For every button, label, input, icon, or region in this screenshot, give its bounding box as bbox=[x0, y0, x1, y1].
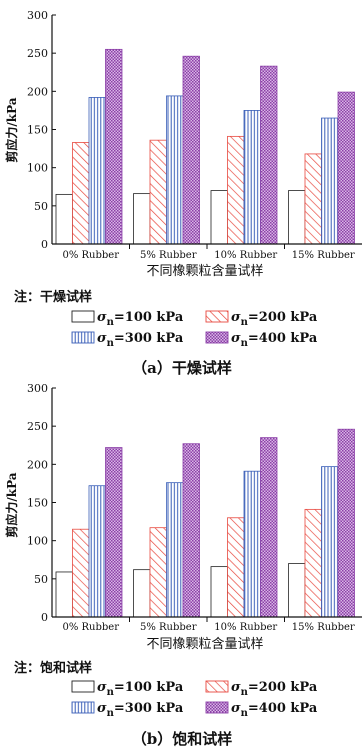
y-axis-label-saturated: 剪应力/kPa bbox=[4, 472, 19, 537]
bar-saturated-s4-c3 bbox=[260, 437, 278, 618]
bar-saturated-s2-c3 bbox=[227, 517, 245, 618]
x-tick-label: 15% Rubber bbox=[292, 250, 355, 261]
bar-dry-s2-c2 bbox=[149, 139, 167, 245]
bar-saturated-s3-c1 bbox=[88, 485, 106, 618]
x-categories-dry: 0% Rubber 5% Rubber 10% Rubber 15% Rubber bbox=[62, 244, 355, 261]
y-tick-label: 50 bbox=[34, 573, 48, 586]
legend-saturated: σn=100 kPa σn=200 kPa σn=300 kPa σn=400 kPa bbox=[71, 680, 318, 719]
legend-swatch-saturated-3 bbox=[71, 701, 95, 714]
bar-dry-s2-c1 bbox=[72, 142, 90, 245]
bar-saturated-s2-c4 bbox=[304, 508, 322, 618]
legend-swatch-dry-4 bbox=[205, 331, 229, 344]
x-tick-label: 10% Rubber bbox=[214, 250, 277, 261]
y-tick-label: 0 bbox=[41, 238, 48, 251]
legend-label-dry-1: σn=100 kPa bbox=[97, 310, 184, 328]
bar-dry-s4-c2 bbox=[182, 55, 200, 245]
legend-label-saturated-3: σn=300 kPa bbox=[97, 701, 184, 719]
legend-swatch-dry-2 bbox=[205, 310, 229, 323]
bar-dry-s4-c3 bbox=[260, 65, 278, 245]
y-tick-label: 200 bbox=[27, 458, 48, 471]
bars-dry bbox=[55, 48, 355, 245]
y-tick-label: 100 bbox=[27, 535, 48, 548]
caption-saturated: （b）饱和试样 bbox=[132, 730, 233, 748]
bar-saturated-s2-c1 bbox=[72, 528, 90, 618]
bar-dry-s1-c4 bbox=[288, 190, 306, 245]
y-tick-label: 250 bbox=[27, 47, 48, 60]
y-tick-label: 150 bbox=[27, 124, 48, 137]
chart-panel-dry: 0 50 100 150 200 250 300 0% Rubber 5% Rubber 10%… bbox=[4, 9, 362, 377]
x-tick-label: 0% Rubber bbox=[62, 250, 119, 261]
y-ticks-dry: 0 50 100 150 200 250 300 bbox=[27, 9, 362, 251]
chart-panel-saturated: 0 50 100 150 200 250 300 0% Rubber 5% Rubber 10%… bbox=[4, 382, 362, 748]
y-ticks-saturated: 0 50 100 150 200 250 300 bbox=[27, 382, 362, 624]
bar-saturated-s3-c4 bbox=[321, 466, 339, 618]
bar-saturated-s1-c4 bbox=[288, 563, 306, 618]
bar-saturated-s4-c4 bbox=[337, 428, 355, 618]
y-tick-label: 200 bbox=[27, 85, 48, 98]
caption-dry: （a）干燥试样 bbox=[132, 359, 232, 377]
y-tick-label: 50 bbox=[34, 200, 48, 213]
bar-dry-s1-c2 bbox=[133, 193, 151, 245]
bar-saturated-s3-c3 bbox=[243, 470, 261, 618]
bar-saturated-s2-c2 bbox=[149, 527, 167, 618]
legend-swatch-dry-1 bbox=[71, 310, 95, 323]
y-tick-label: 250 bbox=[27, 420, 48, 433]
legend-swatch-saturated-2 bbox=[205, 680, 229, 693]
x-axis-label-dry: 不同橡颗粒含量试样 bbox=[146, 263, 263, 279]
x-categories-saturated: 0% Rubber 5% Rubber 10% Rubber 15% Rubber bbox=[62, 617, 355, 633]
bar-saturated-s1-c3 bbox=[210, 566, 228, 618]
legend-swatch-dry-3 bbox=[71, 331, 95, 344]
bar-dry-s3-c1 bbox=[88, 97, 106, 245]
bars-saturated bbox=[55, 428, 355, 618]
bar-saturated-s4-c2 bbox=[182, 443, 200, 618]
legend-swatch-saturated-4 bbox=[205, 701, 229, 714]
note-saturated: 注：饱和试样 bbox=[14, 660, 92, 676]
legend-label-dry-2: σn=200 kPa bbox=[231, 310, 318, 328]
bar-dry-s3-c3 bbox=[243, 110, 261, 245]
y-tick-label: 300 bbox=[27, 9, 48, 22]
y-tick-label: 100 bbox=[27, 162, 48, 175]
x-tick-label: 0% Rubber bbox=[62, 622, 119, 633]
bar-dry-s1-c3 bbox=[210, 190, 228, 245]
x-tick-label: 5% Rubber bbox=[140, 250, 197, 261]
bar-dry-s3-c2 bbox=[166, 95, 184, 245]
note-dry: 注：干燥试样 bbox=[14, 289, 92, 305]
bar-dry-s1-c1 bbox=[55, 193, 73, 245]
legend-label-saturated-1: σn=100 kPa bbox=[97, 680, 184, 698]
legend-label-dry-3: σn=300 kPa bbox=[97, 331, 184, 349]
legend-label-saturated-2: σn=200 kPa bbox=[231, 680, 318, 698]
y-tick-label: 300 bbox=[27, 382, 48, 395]
y-tick-label: 150 bbox=[27, 497, 48, 510]
bar-saturated-s3-c2 bbox=[166, 482, 184, 618]
x-tick-label: 5% Rubber bbox=[140, 622, 197, 633]
bar-saturated-s4-c1 bbox=[105, 447, 123, 618]
legend-label-dry-4: σn=400 kPa bbox=[231, 331, 318, 349]
bar-dry-s4-c4 bbox=[337, 91, 355, 245]
legend-swatch-saturated-1 bbox=[71, 680, 95, 693]
bar-dry-s2-c3 bbox=[227, 135, 245, 245]
bar-dry-s4-c1 bbox=[105, 48, 123, 245]
x-tick-label: 10% Rubber bbox=[214, 622, 277, 633]
legend-dry: σn=100 kPa σn=200 kPa σn=300 kPa σn=400 kPa bbox=[71, 310, 318, 349]
y-axis-label-dry: 剪应力/kPa bbox=[4, 97, 19, 162]
bar-dry-s2-c4 bbox=[304, 153, 322, 245]
bar-dry-s3-c4 bbox=[321, 117, 339, 245]
y-tick-label: 0 bbox=[41, 611, 48, 624]
x-axis-label-saturated: 不同橡颗粒含量试样 bbox=[146, 636, 263, 652]
bar-saturated-s1-c2 bbox=[133, 569, 151, 618]
legend-label-saturated-4: σn=400 kPa bbox=[231, 701, 318, 719]
x-tick-label: 15% Rubber bbox=[292, 622, 355, 633]
bar-saturated-s1-c1 bbox=[55, 571, 73, 618]
